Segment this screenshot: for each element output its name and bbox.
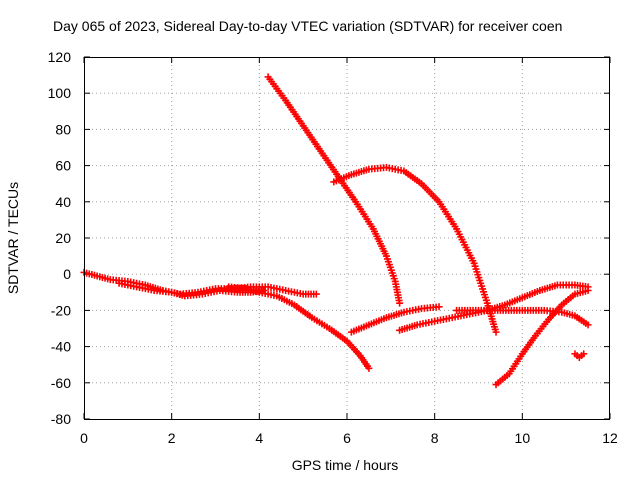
y-tick-label: 60 xyxy=(55,158,71,174)
data-point xyxy=(584,286,592,294)
y-tick-label: -20 xyxy=(51,302,71,318)
y-tick-label: 0 xyxy=(63,266,71,282)
y-tick-label: 40 xyxy=(55,194,71,210)
series-5 xyxy=(330,163,500,336)
x-tick-label: 12 xyxy=(602,430,618,446)
series-3 xyxy=(225,283,373,372)
data-point xyxy=(396,299,404,307)
ticks-layer: 0 2 4 6 8 10 12 -80 -60 -40 -20 0 20 40 60 80 100 120 xyxy=(48,49,618,446)
series-9 xyxy=(492,286,592,389)
data-layer xyxy=(80,73,592,389)
x-tick-label: 4 xyxy=(255,430,263,446)
data-point xyxy=(435,303,443,311)
y-tick-label: 100 xyxy=(48,85,72,101)
x-tick-label: 6 xyxy=(343,430,351,446)
y-tick-label: -40 xyxy=(51,339,71,355)
data-point xyxy=(580,350,588,358)
y-tick-label: -80 xyxy=(51,411,71,427)
data-point xyxy=(365,364,373,372)
y-axis-label: SDTVAR / TECUs xyxy=(5,182,21,294)
series-8 xyxy=(453,306,592,329)
series-4 xyxy=(264,73,404,307)
data-point xyxy=(584,321,592,329)
x-tick-label: 8 xyxy=(431,430,439,446)
series-2 xyxy=(115,279,268,300)
x-axis-label: GPS time / hours xyxy=(292,457,399,473)
data-point xyxy=(492,328,500,336)
grid-layer xyxy=(84,57,610,419)
y-tick-label: -60 xyxy=(51,375,71,391)
series-6 xyxy=(347,303,443,336)
x-tick-label: 2 xyxy=(168,430,176,446)
y-tick-label: 120 xyxy=(48,49,72,65)
y-tick-label: 80 xyxy=(55,121,71,137)
chart-title: Day 065 of 2023, Sidereal Day-to-day VTE… xyxy=(53,18,562,34)
series-10 xyxy=(571,350,588,361)
x-tick-label: 10 xyxy=(515,430,531,446)
data-point xyxy=(312,290,320,298)
y-tick-label: 20 xyxy=(55,230,71,246)
x-tick-label: 0 xyxy=(80,430,88,446)
plot-frame xyxy=(84,57,610,420)
